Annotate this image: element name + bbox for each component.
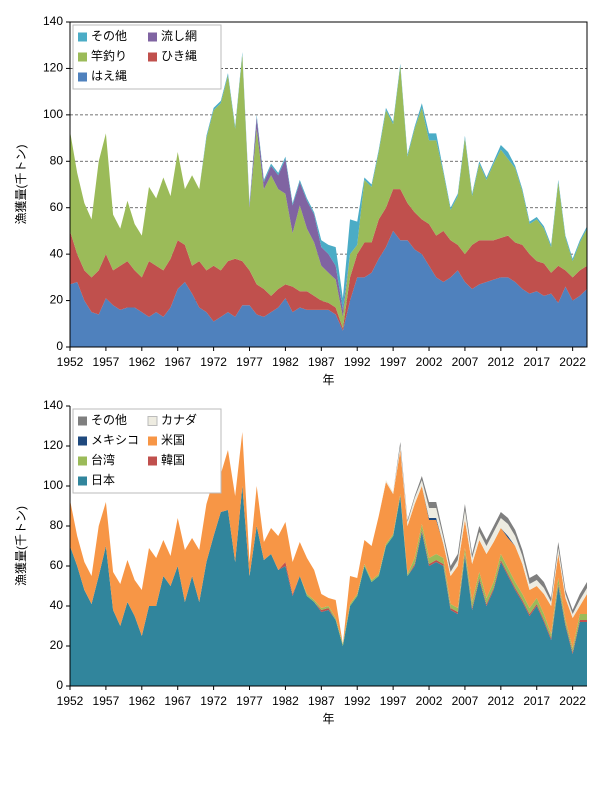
y-tick-label: 20 bbox=[50, 293, 64, 307]
legend-label: 流し網 bbox=[161, 29, 197, 43]
x-tick-label: 1972 bbox=[200, 355, 227, 369]
x-tick-label: 1992 bbox=[344, 355, 371, 369]
x-tick-label: 2017 bbox=[523, 694, 550, 708]
y-tick-label: 0 bbox=[56, 678, 63, 692]
area-series bbox=[70, 189, 587, 331]
y-tick-label: 0 bbox=[56, 339, 63, 353]
legend-box bbox=[72, 24, 222, 90]
x-tick-label: 2002 bbox=[416, 694, 443, 708]
plot-frame bbox=[69, 21, 588, 348]
area-series bbox=[70, 486, 587, 686]
y-tick-label: 120 bbox=[43, 61, 63, 75]
y-tick-label: 20 bbox=[50, 638, 64, 652]
legend-label: その他 bbox=[91, 413, 127, 427]
area-series bbox=[70, 432, 587, 648]
legend-swatch bbox=[78, 456, 87, 466]
x-tick-label: 1997 bbox=[380, 694, 407, 708]
y-tick-label: 140 bbox=[43, 398, 63, 412]
x-axis-label: 年 bbox=[322, 712, 334, 726]
y-tick-label: 100 bbox=[43, 478, 63, 492]
legend-swatch bbox=[148, 32, 157, 42]
y-axis-label: 漁獲量(千トン) bbox=[14, 506, 28, 586]
x-tick-label: 1967 bbox=[164, 355, 191, 369]
x-tick-label: 2002 bbox=[416, 355, 443, 369]
legend-label: 台湾 bbox=[91, 452, 115, 467]
y-tick-label: 40 bbox=[50, 246, 64, 260]
area-series bbox=[70, 54, 587, 329]
x-tick-label: 2007 bbox=[452, 694, 479, 708]
x-tick-label: 2022 bbox=[559, 694, 586, 708]
y-tick-label: 80 bbox=[50, 518, 64, 532]
legend-label: カナダ bbox=[161, 412, 197, 427]
legend-swatch bbox=[78, 72, 87, 82]
legend-label: 竿釣り bbox=[91, 48, 127, 63]
x-tick-label: 1982 bbox=[272, 355, 299, 369]
legend-label: メキシコ bbox=[91, 433, 139, 447]
y-tick-label: 120 bbox=[43, 438, 63, 452]
x-tick-label: 2012 bbox=[487, 355, 514, 369]
y-axis-label: 漁獲量(千トン) bbox=[14, 145, 28, 225]
legend-label: 米国 bbox=[161, 433, 185, 447]
legend-box bbox=[72, 408, 222, 494]
legend-label: 韓国 bbox=[161, 453, 185, 467]
y-tick-label: 40 bbox=[50, 598, 64, 612]
legend-swatch bbox=[78, 476, 87, 486]
x-tick-label: 1992 bbox=[344, 694, 371, 708]
x-tick-label: 2017 bbox=[523, 355, 550, 369]
x-tick-label: 1972 bbox=[200, 694, 227, 708]
x-tick-label: 1962 bbox=[128, 355, 155, 369]
legend-swatch bbox=[78, 436, 87, 446]
area-series bbox=[70, 486, 587, 652]
legend-label: その他 bbox=[91, 29, 127, 43]
x-tick-label: 1987 bbox=[308, 355, 335, 369]
x-tick-label: 1952 bbox=[57, 355, 84, 369]
x-tick-label: 1957 bbox=[93, 694, 120, 708]
legend-swatch bbox=[148, 456, 157, 466]
legend-swatch bbox=[148, 52, 157, 62]
x-tick-label: 2007 bbox=[452, 355, 479, 369]
x-tick-label: 1982 bbox=[272, 694, 299, 708]
legend-swatch bbox=[78, 52, 87, 62]
legend-label: ひき縄 bbox=[161, 48, 197, 63]
x-tick-label: 1997 bbox=[380, 355, 407, 369]
legend-swatch bbox=[78, 416, 87, 426]
legend-swatch bbox=[78, 32, 87, 42]
x-tick-label: 1977 bbox=[236, 355, 263, 369]
x-tick-label: 1962 bbox=[128, 694, 155, 708]
y-tick-label: 100 bbox=[43, 107, 63, 121]
y-tick-label: 80 bbox=[50, 153, 64, 167]
x-axis-label: 年 bbox=[322, 373, 334, 387]
y-tick-label: 60 bbox=[50, 558, 64, 572]
legend-swatch bbox=[148, 436, 157, 446]
area-series bbox=[70, 432, 587, 644]
x-tick-label: 1952 bbox=[57, 694, 84, 708]
x-tick-label: 1957 bbox=[93, 355, 120, 369]
y-tick-label: 60 bbox=[50, 200, 64, 214]
x-tick-label: 1977 bbox=[236, 694, 263, 708]
x-tick-label: 2022 bbox=[559, 355, 586, 369]
legend-label: はえ縄 bbox=[91, 68, 127, 83]
x-tick-label: 2012 bbox=[487, 694, 514, 708]
legend-swatch bbox=[147, 416, 158, 426]
y-tick-label: 140 bbox=[43, 14, 63, 28]
area-series bbox=[70, 230, 587, 347]
legend-label: 日本 bbox=[91, 473, 115, 487]
area-series bbox=[70, 54, 587, 317]
x-tick-label: 1987 bbox=[308, 694, 335, 708]
x-tick-label: 1967 bbox=[164, 694, 191, 708]
